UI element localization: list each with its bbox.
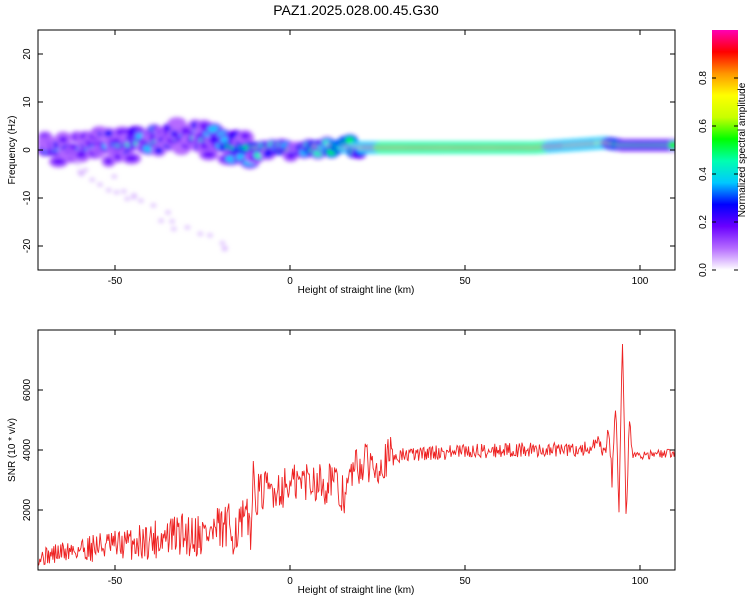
x-tick-label: 0 — [287, 276, 293, 287]
snr-y-ticks: 2000 4000 6000 — [22, 378, 675, 521]
y-tick-label: -20 — [22, 238, 33, 253]
colorbar-tick-label: 0.2 — [698, 215, 709, 229]
spectrogram-heatmap — [38, 117, 675, 252]
colorbar-tick-label: 0.8 — [698, 71, 709, 85]
x-tick-label: 0 — [287, 576, 293, 587]
x-tick-label: 100 — [632, 576, 649, 587]
snr-x-ticks: -50 0 50 100 — [108, 330, 649, 587]
colorbar-ticks: 0.0 0.2 0.4 0.6 0.8 — [698, 71, 738, 277]
colorbar-tick-label: 0.6 — [698, 119, 709, 133]
figure-title: PAZ1.2025.028.00.45.G30 — [273, 2, 439, 18]
spectrogram-xlabel: Height of straight line (km) — [298, 285, 415, 296]
x-tick-label: 50 — [459, 276, 471, 287]
spectrogram-y-ticks: -20 -10 0 10 20 — [22, 48, 675, 253]
x-tick-label: 100 — [632, 276, 649, 287]
y-tick-label: 0 — [22, 147, 33, 153]
x-tick-label: -50 — [108, 276, 123, 287]
colorbar-label: Normalized spectral amplitude — [737, 82, 748, 217]
y-tick-label: 6000 — [22, 378, 33, 401]
spectrogram-ylabel: Frequency (Hz) — [7, 116, 18, 185]
spectrogram-panel: -50 0 50 100 -20 -10 0 10 20 Height of straight… — [7, 29, 676, 296]
y-tick-label: -10 — [22, 190, 33, 205]
snr-series-line — [38, 343, 675, 567]
y-tick-label: 10 — [22, 96, 33, 108]
colorbar-gradient — [712, 30, 738, 270]
spectrogram-x-ticks: -50 0 50 100 — [108, 30, 649, 287]
y-tick-label: 4000 — [22, 438, 33, 461]
y-tick-label: 20 — [22, 48, 33, 60]
snr-xlabel: Height of straight line (km) — [298, 585, 415, 596]
snr-panel: -50 0 50 100 2000 4000 6000 Height of straigh… — [7, 329, 676, 596]
x-tick-label: 50 — [459, 576, 471, 587]
colorbar-tick-label: 0.0 — [698, 263, 709, 277]
colorbar: 0.0 0.2 0.4 0.6 0.8 Normalized spectral ampl… — [698, 30, 748, 277]
x-tick-label: -50 — [108, 576, 123, 587]
snr-ylabel: SNR (10 * v/v) — [7, 418, 18, 482]
colorbar-tick-label: 0.4 — [698, 167, 709, 181]
y-tick-label: 2000 — [22, 498, 33, 521]
